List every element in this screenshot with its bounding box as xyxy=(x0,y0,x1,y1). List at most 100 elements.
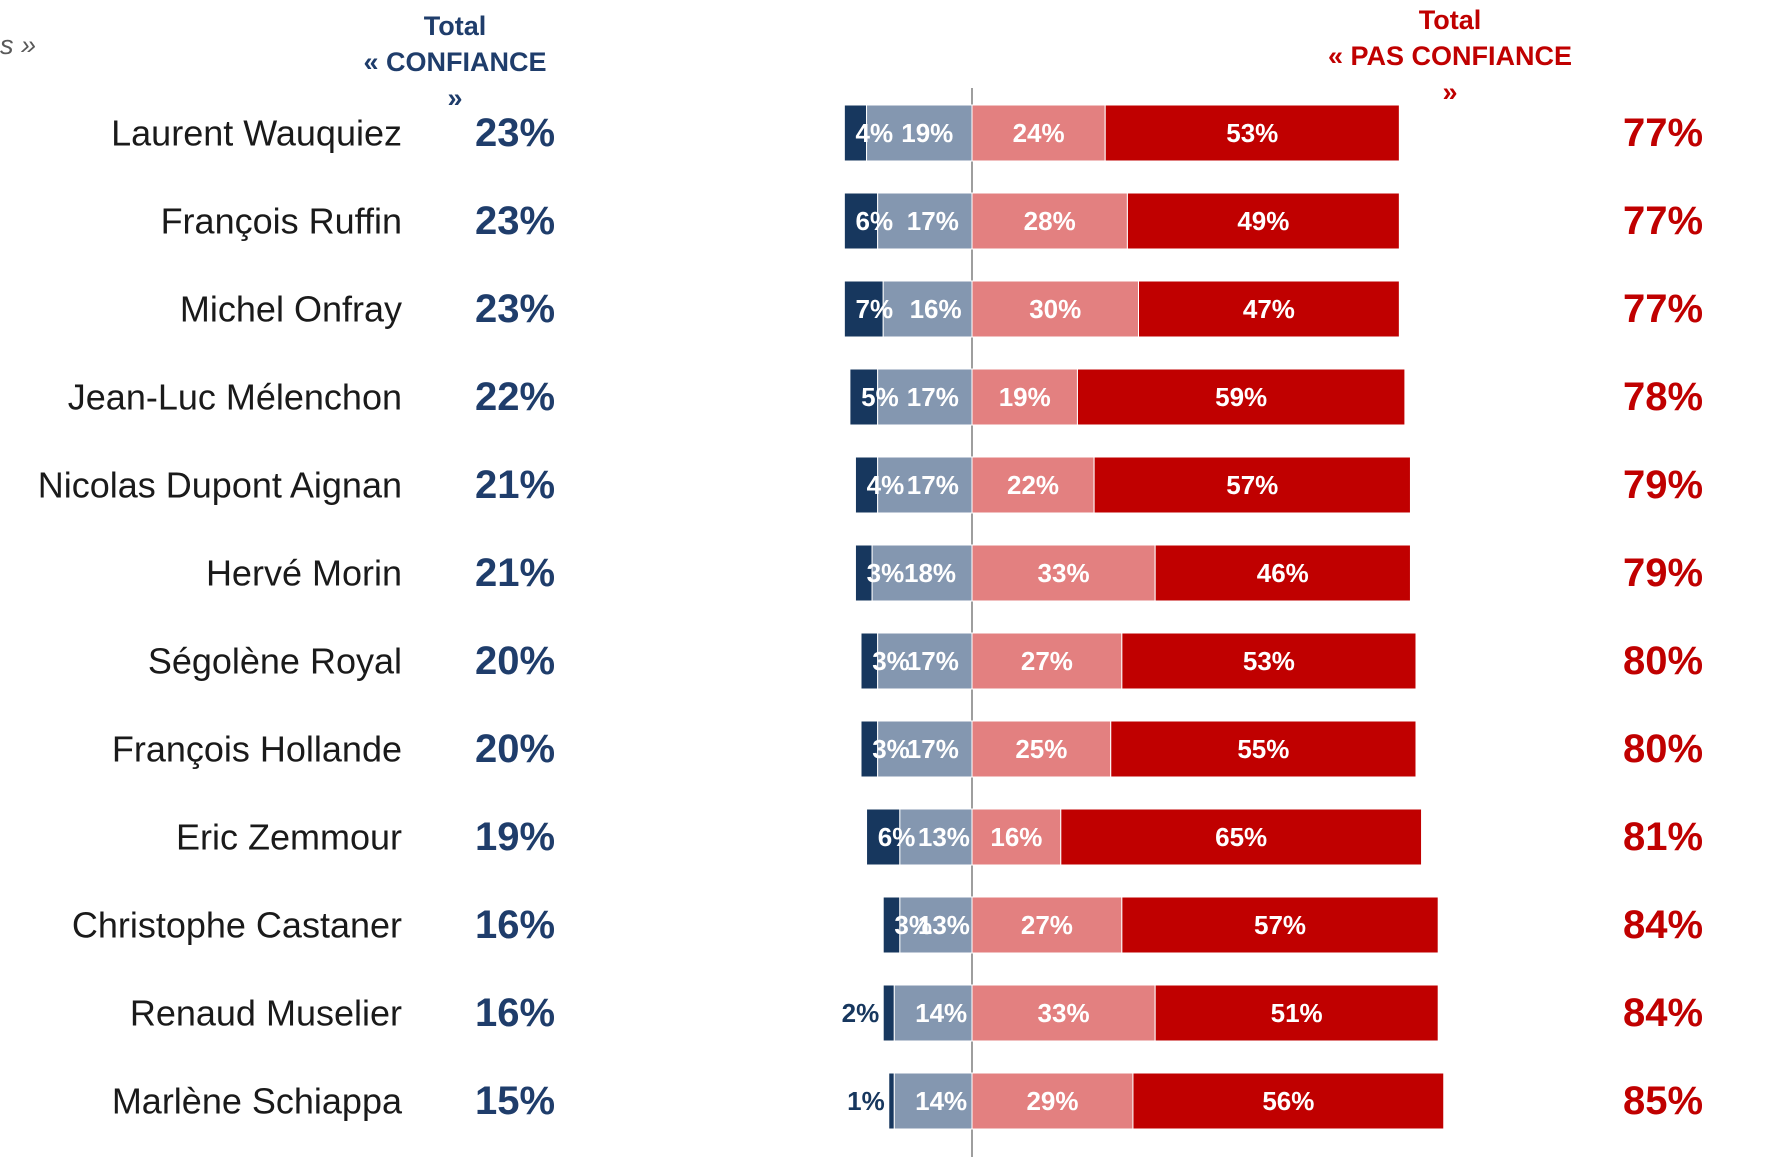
bar-label-plutot-confiance: 17% xyxy=(907,646,959,676)
total-pas-confiance-value: 79% xyxy=(1623,463,1703,507)
bar-label-plutot-confiance: 17% xyxy=(907,206,959,236)
bar-label-pas-du-tout-confiance: 56% xyxy=(1262,1086,1314,1116)
bar-segment-tout-a-fait-confiance xyxy=(849,368,879,426)
total-pas-confiance-value: 77% xyxy=(1623,199,1703,243)
bar-segment-plutot-confiance xyxy=(882,280,973,338)
bar-segment-pas-du-tout-confiance xyxy=(1154,984,1439,1042)
bar-segment-plutot-confiance xyxy=(871,544,973,602)
total-pas-confiance-value: 81% xyxy=(1623,815,1703,859)
bar-segment-plutot-confiance xyxy=(893,1072,973,1130)
total-pas-confiance-value: 77% xyxy=(1623,111,1703,155)
bar-label-plutot-confiance: 13% xyxy=(918,910,970,940)
bar-label-tout-a-fait-confiance: 6% xyxy=(878,822,916,852)
total-confiance-value: 23% xyxy=(475,199,555,243)
bar-label-plutot-confiance: 14% xyxy=(915,998,967,1028)
total-confiance-value: 20% xyxy=(475,639,555,683)
bar-segment-plutot-pas-confiance xyxy=(971,896,1123,954)
bar-segment-pas-du-tout-confiance xyxy=(1060,808,1423,866)
bar-label-tout-a-fait-confiance: 2% xyxy=(842,998,880,1028)
total-pas-confiance-value: 79% xyxy=(1623,551,1703,595)
bar-label-plutot-pas-confiance: 27% xyxy=(1021,646,1073,676)
row-name-label: Eric Zemmour xyxy=(176,817,402,858)
bar-segment-plutot-pas-confiance xyxy=(971,1072,1134,1130)
bar-segment-pas-du-tout-confiance xyxy=(1138,280,1400,338)
bar-label-pas-du-tout-confiance: 46% xyxy=(1257,558,1309,588)
bar-label-plutot-confiance: 19% xyxy=(901,118,953,148)
total-confiance-value: 21% xyxy=(475,551,555,595)
bar-segment-plutot-pas-confiance xyxy=(971,280,1139,338)
bar-segment-tout-a-fait-confiance xyxy=(882,984,895,1042)
bar-segment-plutot-pas-confiance xyxy=(971,632,1123,690)
bar-label-plutot-confiance: 17% xyxy=(907,382,959,412)
row-name-label: Christophe Castaner xyxy=(72,905,402,946)
total-confiance-value: 16% xyxy=(475,991,555,1035)
bar-label-pas-du-tout-confiance: 49% xyxy=(1237,206,1289,236)
total-pas-confiance-value: 85% xyxy=(1623,1079,1703,1123)
row-name-label: François Hollande xyxy=(112,729,402,770)
bar-label-tout-a-fait-confiance: 7% xyxy=(856,294,894,324)
bar-segment-pas-du-tout-confiance xyxy=(1121,896,1439,954)
bar-label-plutot-pas-confiance: 16% xyxy=(990,822,1042,852)
bar-label-plutot-pas-confiance: 29% xyxy=(1026,1086,1078,1116)
bar-segment-plutot-confiance xyxy=(893,984,973,1042)
bar-segment-plutot-pas-confiance xyxy=(971,808,1062,866)
cut-header-text: s » xyxy=(0,30,37,60)
bar-segment-plutot-confiance xyxy=(899,808,973,866)
bar-label-plutot-pas-confiance: 19% xyxy=(999,382,1051,412)
total-pas-confiance-value: 78% xyxy=(1623,375,1703,419)
bar-label-plutot-confiance: 16% xyxy=(910,294,962,324)
total-confiance-value: 20% xyxy=(475,727,555,771)
bar-segment-pas-du-tout-confiance xyxy=(1121,632,1417,690)
bar-label-pas-du-tout-confiance: 57% xyxy=(1226,470,1278,500)
bar-label-plutot-pas-confiance: 27% xyxy=(1021,910,1073,940)
bar-label-pas-du-tout-confiance: 59% xyxy=(1215,382,1267,412)
bar-segment-pas-du-tout-confiance xyxy=(1154,544,1411,602)
bar-label-plutot-confiance: 17% xyxy=(907,734,959,764)
bar-segment-plutot-confiance xyxy=(877,632,973,690)
row-name-label: Marlène Schiappa xyxy=(112,1081,403,1122)
total-pas-confiance-header-line2: « PAS CONFIANCE » xyxy=(1327,41,1573,107)
bar-label-plutot-confiance: 18% xyxy=(904,558,956,588)
total-pas-confiance-header-line1: Total xyxy=(1418,5,1482,35)
row-name-label: Ségolène Royal xyxy=(148,641,402,682)
bar-segment-pas-du-tout-confiance xyxy=(1126,192,1400,250)
total-confiance-header: Total « CONFIANCE » xyxy=(355,8,555,116)
bar-label-plutot-pas-confiance: 22% xyxy=(1007,470,1059,500)
bar-segment-plutot-confiance xyxy=(877,368,973,426)
row-name-label: Jean-Luc Mélenchon xyxy=(68,377,402,418)
total-confiance-value: 23% xyxy=(475,111,555,155)
bar-label-tout-a-fait-confiance: 3% xyxy=(872,646,910,676)
bar-segment-plutot-confiance xyxy=(877,456,973,514)
bar-label-tout-a-fait-confiance: 6% xyxy=(856,206,894,236)
bar-segment-plutot-pas-confiance xyxy=(971,192,1128,250)
bar-label-pas-du-tout-confiance: 47% xyxy=(1243,294,1295,324)
bar-label-pas-du-tout-confiance: 53% xyxy=(1226,118,1278,148)
bar-segment-pas-du-tout-confiance xyxy=(1093,456,1411,514)
total-confiance-value: 15% xyxy=(475,1079,555,1123)
bar-label-pas-du-tout-confiance: 65% xyxy=(1215,822,1267,852)
bar-label-plutot-confiance: 13% xyxy=(918,822,970,852)
bar-segment-plutot-confiance xyxy=(866,104,973,162)
bar-label-plutot-confiance: 17% xyxy=(907,470,959,500)
bar-segment-plutot-pas-confiance xyxy=(971,368,1078,426)
bar-segment-pas-du-tout-confiance xyxy=(1132,1072,1445,1130)
total-pas-confiance-header: Total « PAS CONFIANCE » xyxy=(1318,2,1582,110)
row-name-label: Renaud Muselier xyxy=(130,993,402,1034)
bar-segment-plutot-confiance xyxy=(877,192,973,250)
bar-segment-plutot-pas-confiance xyxy=(971,984,1156,1042)
bar-label-tout-a-fait-confiance: 3% xyxy=(872,734,910,764)
row-name-label: François Ruffin xyxy=(161,201,402,242)
bar-label-plutot-pas-confiance: 30% xyxy=(1029,294,1081,324)
total-pas-confiance-value: 80% xyxy=(1623,727,1703,771)
row-name-label: Nicolas Dupont Aignan xyxy=(38,465,402,506)
bar-segment-plutot-pas-confiance xyxy=(971,104,1106,162)
bar-segment-tout-a-fait-confiance xyxy=(866,808,901,866)
bar-segment-pas-du-tout-confiance xyxy=(1110,720,1417,778)
bar-label-tout-a-fait-confiance: 3% xyxy=(894,910,932,940)
bar-label-plutot-pas-confiance: 28% xyxy=(1024,206,1076,236)
bar-label-plutot-pas-confiance: 24% xyxy=(1013,118,1065,148)
total-pas-confiance-value: 84% xyxy=(1623,991,1703,1035)
bar-label-plutot-pas-confiance: 33% xyxy=(1038,998,1090,1028)
bar-label-pas-du-tout-confiance: 51% xyxy=(1271,998,1323,1028)
